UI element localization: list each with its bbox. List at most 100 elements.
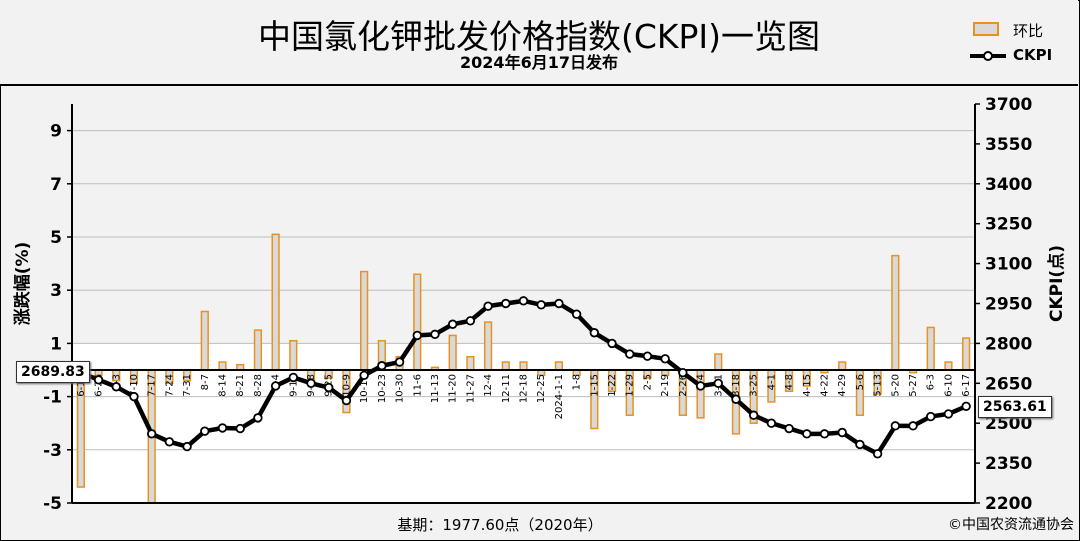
ckpi-point <box>943 409 954 419</box>
left-tick-label: 7 <box>50 175 62 195</box>
ckpi-point <box>501 298 511 309</box>
x-tick-label: 2-26 <box>678 374 689 397</box>
mom-bar <box>253 329 263 371</box>
x-tick-label: 10-30 <box>395 374 406 403</box>
mom-bar <box>413 273 422 371</box>
left-axis-title: 涨跌幅(%) <box>12 242 33 326</box>
x-tick-label: 1-22 <box>607 374 618 397</box>
x-tick-label: 5-13 <box>873 374 884 397</box>
mom-bar <box>944 361 953 371</box>
ckpi-point <box>642 351 653 361</box>
mom-bar <box>271 233 280 371</box>
ckpi-end-callout: 2563.61 <box>978 396 1052 419</box>
x-tick-label: 5-27 <box>908 374 919 397</box>
left-tick-label: 5 <box>50 228 62 248</box>
right-tick-label: 2650 <box>985 374 1032 394</box>
ckpi-point <box>607 338 617 349</box>
ckpi-point <box>430 329 440 340</box>
ckpi-point <box>837 427 847 438</box>
ckpi-point <box>961 401 971 411</box>
mom-bar <box>466 355 475 371</box>
x-tick-label: 1-8 <box>572 374 583 390</box>
mom-bar <box>714 353 723 371</box>
x-tick-label: 6-10 <box>943 374 954 397</box>
x-tick-label: 4-8 <box>784 374 795 390</box>
right-tick-label: 2950 <box>985 295 1032 315</box>
mom-bar <box>962 337 971 371</box>
ckpi-point <box>802 429 812 439</box>
x-tick-label: 11-13 <box>430 374 441 403</box>
left-tick-label: 9 <box>50 122 62 142</box>
ckpi-point <box>129 391 139 402</box>
x-tick-label: 7-24 <box>164 374 175 397</box>
ckpi-point <box>93 375 104 385</box>
x-tick-label: 6-17 <box>961 374 972 397</box>
right-axis-title: CKPI(点) <box>1046 245 1067 322</box>
ckpi-point <box>217 423 228 433</box>
mom-bar <box>483 321 493 371</box>
x-tick-label: 8-14 <box>218 374 229 397</box>
x-tick-label: 10-23 <box>377 374 388 403</box>
ckpi-point <box>908 421 918 431</box>
ckpi-point <box>235 423 245 434</box>
x-tick-label: 2024-1-1 <box>554 374 565 419</box>
mom-bar <box>519 361 528 371</box>
ckpi-point <box>483 301 493 311</box>
right-tick-label: 3700 <box>985 95 1032 115</box>
legend-line-swatch <box>970 51 1006 61</box>
x-tick-label: 3-18 <box>731 374 742 397</box>
x-tick-label: 4-29 <box>837 374 848 397</box>
ckpi-point <box>713 378 723 388</box>
right-tick-label: 2800 <box>985 334 1032 354</box>
right-tick-label: 3100 <box>985 255 1032 275</box>
ckpi-point <box>253 413 263 423</box>
ckpi-point <box>146 429 157 439</box>
ckpi-point <box>359 370 369 381</box>
x-tick-label: 12-11 <box>501 374 512 403</box>
ckpi-point <box>111 382 121 392</box>
mom-bar <box>838 361 847 371</box>
right-tick-label: 3400 <box>985 175 1032 195</box>
ckpi-point <box>377 361 387 371</box>
ckpi-point <box>695 381 706 391</box>
x-tick-label: 9-11 <box>288 374 299 397</box>
mom-bar <box>200 310 209 371</box>
mom-bar <box>218 361 227 371</box>
x-tick-label: 5-20 <box>890 374 901 397</box>
ckpi-point <box>766 418 777 428</box>
left-tick-label: -1 <box>43 388 62 408</box>
ckpi-point <box>926 411 936 422</box>
right-tick-label: 2500 <box>985 414 1032 434</box>
ckpi-point <box>447 319 458 329</box>
chart-header: 中国氯化钾批发价格指数(CKPI)一览图 2024年6月17日发布 环比 CKP… <box>0 0 1078 86</box>
plot-upper-band <box>72 104 975 344</box>
right-tick-label: 3250 <box>985 215 1032 235</box>
ckpi-point <box>288 372 299 383</box>
legend-line-label: CKPI <box>1013 46 1053 64</box>
x-tick-label: 7-31 <box>182 374 193 397</box>
x-tick-label: 8-7 <box>200 374 211 390</box>
ckpi-start-callout: 2689.83 <box>16 360 90 383</box>
ckpi-point <box>200 426 210 436</box>
ckpi-point <box>164 437 175 447</box>
legend-bar-label: 环比 <box>1013 22 1044 40</box>
ckpi-point <box>324 382 334 393</box>
left-tick-label: 1 <box>50 334 62 354</box>
ckpi-point <box>306 378 316 388</box>
mom-bar <box>360 270 369 371</box>
x-tick-label: 11-6 <box>412 374 423 397</box>
x-tick-label: 7-17 <box>147 374 158 397</box>
ckpi-point <box>341 395 352 406</box>
ckpi-point <box>748 410 759 420</box>
x-tick-label: 7-10 <box>129 374 140 397</box>
ckpi-point <box>890 421 901 431</box>
source-credit: ©中国农资流通协会 <box>948 517 1074 533</box>
x-tick-label: 11-20 <box>448 374 459 403</box>
x-tick-label: 12-25 <box>536 374 547 403</box>
ckpi-point <box>872 449 883 459</box>
ckpi-point <box>625 349 635 359</box>
base-period-note: 基期：1977.60点（2020年） <box>397 516 603 534</box>
x-tick-label: 1-15 <box>589 374 600 397</box>
x-tick-label: 10-9 <box>341 374 352 397</box>
x-tick-label: 4-15 <box>802 374 813 397</box>
